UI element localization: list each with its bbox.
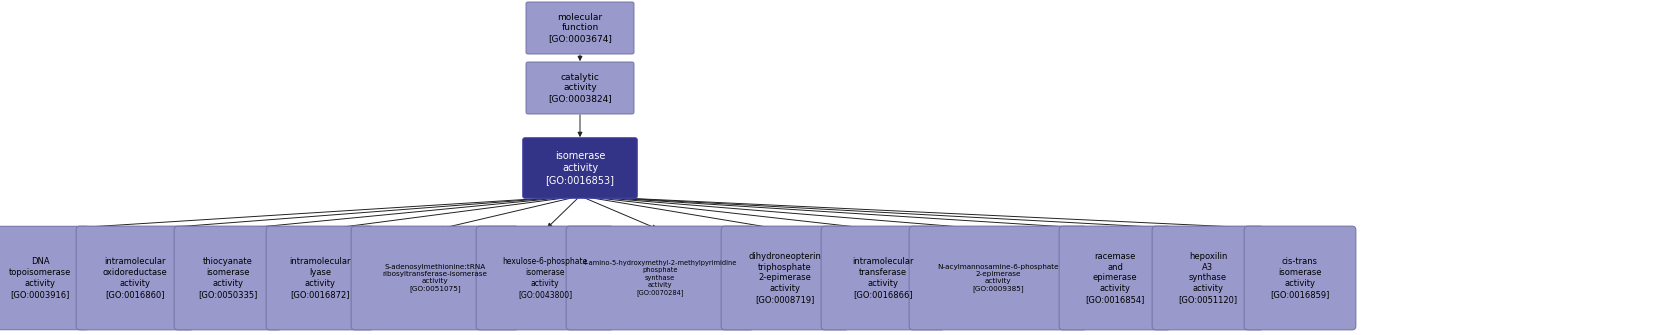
Text: cis-trans
isomerase
activity
[GO:0016859]: cis-trans isomerase activity [GO:0016859… xyxy=(1269,257,1329,298)
Text: dihydroneopterin
triphosphate
2-epimerase
activity
[GO:0008719]: dihydroneopterin triphosphate 2-epimeras… xyxy=(748,252,821,304)
Text: N-acylmannosamine-6-phosphate
2-epimerase
activity
[GO:0009385]: N-acylmannosamine-6-phosphate 2-epimeras… xyxy=(937,264,1058,292)
FancyBboxPatch shape xyxy=(266,226,374,330)
FancyBboxPatch shape xyxy=(351,226,518,330)
Text: S-adenosylmethionine:tRNA
ribosyltransferase-isomerase
activity
[GO:0051075]: S-adenosylmethionine:tRNA ribosyltransfe… xyxy=(382,264,487,292)
Text: 4-amino-5-hydroxymethyl-2-methylpyrimidine
phosphate
synthase
activity
[GO:00702: 4-amino-5-hydroxymethyl-2-methylpyrimidi… xyxy=(583,260,736,296)
FancyBboxPatch shape xyxy=(1243,226,1355,330)
Text: intramolecular
transferase
activity
[GO:0016866]: intramolecular transferase activity [GO:… xyxy=(852,257,914,298)
Text: hepoxilin
A3
synthase
activity
[GO:0051120]: hepoxilin A3 synthase activity [GO:00511… xyxy=(1178,252,1236,304)
FancyBboxPatch shape xyxy=(76,226,194,330)
FancyBboxPatch shape xyxy=(526,62,634,114)
FancyBboxPatch shape xyxy=(526,2,634,54)
FancyBboxPatch shape xyxy=(821,226,945,330)
FancyBboxPatch shape xyxy=(909,226,1086,330)
FancyBboxPatch shape xyxy=(566,226,753,330)
Text: hexulose-6-phosphate
isomerase
activity
[GO:0043800]: hexulose-6-phosphate isomerase activity … xyxy=(501,257,588,298)
Text: DNA
topoisomerase
activity
[GO:0003916]: DNA topoisomerase activity [GO:0003916] xyxy=(8,257,71,298)
FancyBboxPatch shape xyxy=(720,226,849,330)
FancyBboxPatch shape xyxy=(1059,226,1170,330)
Text: isomerase
activity
[GO:0016853]: isomerase activity [GO:0016853] xyxy=(544,151,614,185)
FancyBboxPatch shape xyxy=(0,226,89,330)
Text: intramolecular
lyase
activity
[GO:0016872]: intramolecular lyase activity [GO:001687… xyxy=(290,257,351,298)
FancyBboxPatch shape xyxy=(174,226,281,330)
Text: molecular
function
[GO:0003674]: molecular function [GO:0003674] xyxy=(548,13,612,43)
FancyBboxPatch shape xyxy=(477,226,614,330)
Text: intramolecular
oxidoreductase
activity
[GO:0016860]: intramolecular oxidoreductase activity [… xyxy=(103,257,167,298)
FancyBboxPatch shape xyxy=(523,138,637,198)
Text: racemase
and
epimerase
activity
[GO:0016854]: racemase and epimerase activity [GO:0016… xyxy=(1084,252,1144,304)
Text: thiocyanate
isomerase
activity
[GO:0050335]: thiocyanate isomerase activity [GO:00503… xyxy=(199,257,258,298)
FancyBboxPatch shape xyxy=(1152,226,1263,330)
Text: catalytic
activity
[GO:0003824]: catalytic activity [GO:0003824] xyxy=(548,73,611,103)
